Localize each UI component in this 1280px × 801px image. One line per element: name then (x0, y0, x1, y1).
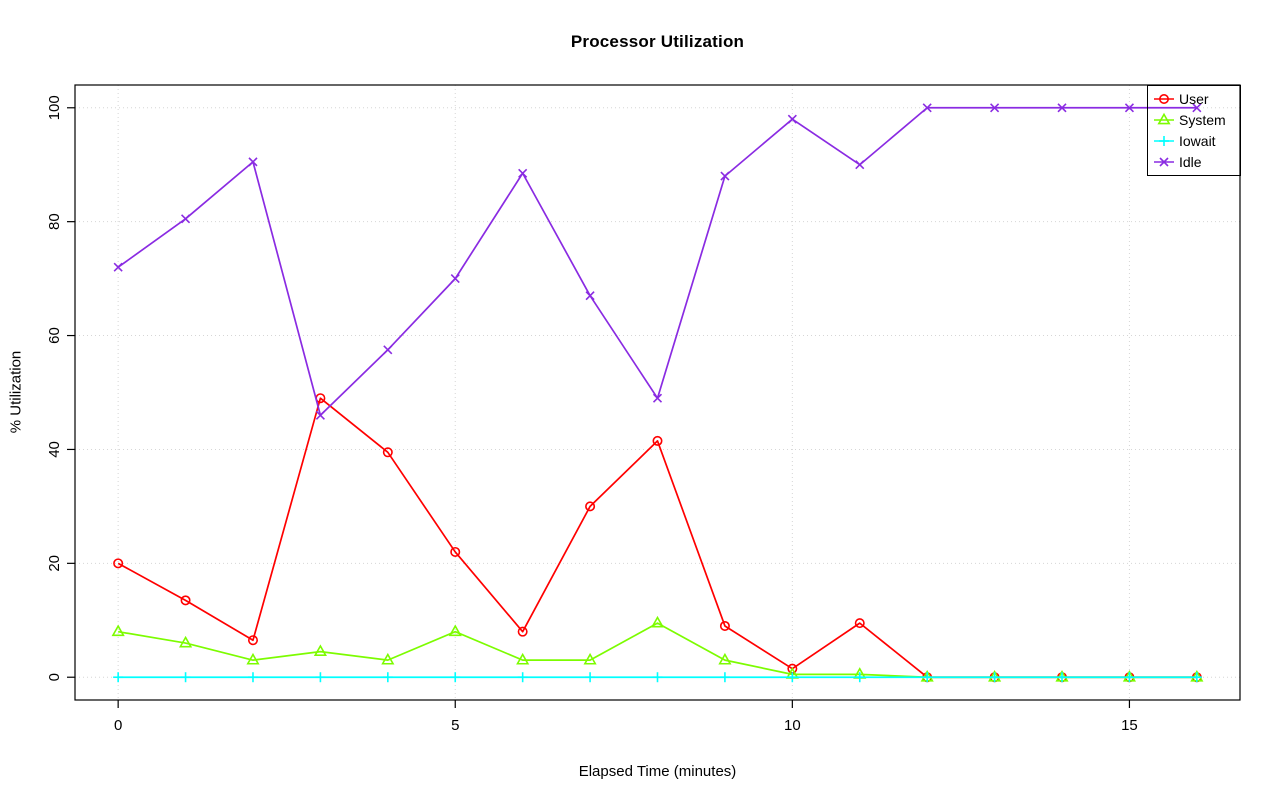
legend-label-iowait: Iowait (1179, 132, 1216, 149)
circle-marker (517, 626, 528, 637)
triangle-marker (516, 652, 530, 665)
circle-marker (719, 620, 730, 631)
legend-item-system: System (1153, 110, 1236, 129)
x-marker (518, 168, 528, 178)
x-marker (315, 410, 325, 420)
x-tick-label: 10 (784, 717, 801, 734)
x-marker (990, 103, 1000, 113)
x-marker (1057, 103, 1067, 113)
circle-marker (382, 447, 393, 458)
y-tick-label: 60 (46, 327, 63, 344)
y-tick-label: 40 (46, 441, 63, 458)
series-line-idle (117, 106, 1197, 417)
circle-marker (854, 618, 865, 629)
plot-border (74, 84, 1241, 701)
triangle-marker (650, 615, 665, 628)
circle-marker (247, 635, 258, 646)
iowait-plus-marker-icon (1154, 135, 1174, 146)
x-marker (585, 291, 595, 301)
x-marker (922, 103, 932, 113)
y-tick-label: 100 (46, 95, 63, 120)
triangle-marker (246, 652, 260, 665)
y-tick-label: 80 (46, 213, 63, 230)
x-marker (248, 157, 258, 167)
x-tick-label: 15 (1121, 717, 1138, 734)
y-tick-label: 20 (46, 555, 63, 572)
circle-marker (450, 546, 461, 557)
x-axis-label: Elapsed Time (minutes) (578, 763, 737, 780)
circle-marker (180, 595, 191, 606)
idle-x-marker-icon (1154, 156, 1174, 167)
triangle-marker (111, 624, 125, 637)
x-marker (383, 345, 393, 355)
x-marker (1192, 103, 1202, 113)
x-tick-label: 0 (114, 717, 122, 734)
x-marker (652, 393, 663, 403)
triangle-marker (448, 624, 462, 637)
series-line-system (118, 622, 1197, 679)
x-marker (855, 160, 865, 170)
legend: User System Iowait Idle (1147, 85, 1241, 176)
x-tick-label: 5 (451, 717, 459, 734)
chart-title: Processor Utilization (570, 32, 745, 51)
triangle-marker (583, 652, 597, 665)
legend-item-user: User (1153, 89, 1236, 108)
triangle-marker (381, 652, 395, 665)
circle-marker (585, 501, 596, 512)
legend-label-idle: Idle (1179, 153, 1202, 170)
x-marker (450, 274, 460, 284)
x-marker (181, 214, 191, 224)
triangle-marker (178, 635, 193, 648)
user-circle-marker-icon (1154, 93, 1174, 104)
system-triangle-marker-icon (1154, 112, 1174, 124)
series-line-user (117, 397, 1197, 679)
triangle-marker (718, 652, 732, 665)
x-marker (787, 114, 797, 124)
legend-label-system: System (1179, 111, 1226, 128)
x-marker (113, 262, 123, 272)
legend-item-idle: Idle (1153, 152, 1236, 171)
x-marker (1124, 103, 1134, 113)
triangle-marker (1157, 112, 1171, 124)
y-tick-label: 0 (46, 673, 63, 681)
x-marker (720, 171, 730, 181)
triangle-marker (313, 644, 327, 656)
circle-marker (652, 435, 663, 446)
x-marker (1159, 156, 1169, 167)
legend-item-iowait: Iowait (1153, 131, 1236, 150)
circle-marker (1159, 93, 1169, 104)
legend-label-user: User (1179, 90, 1209, 107)
circle-marker (113, 558, 124, 569)
